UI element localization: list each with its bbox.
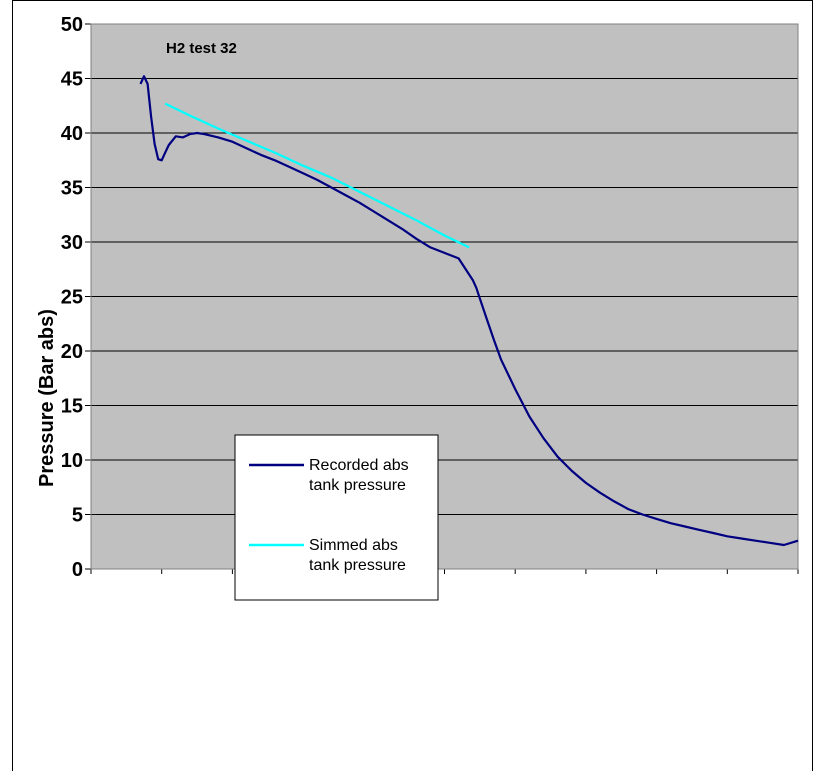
y-tick-label: 40 <box>61 123 83 145</box>
legend-label-simmed: Simmed abs tank pressure <box>309 537 406 574</box>
y-axis-ticks: 0 5 10 15 20 25 30 35 40 45 50 <box>61 14 91 581</box>
y-axis-label: Pressure (Bar abs) <box>36 309 58 487</box>
y-tick-label: 0 <box>72 559 83 581</box>
y-tick-label: 15 <box>61 396 83 418</box>
y-tick-label: 25 <box>61 287 83 309</box>
chart-title: H2 test 32 <box>166 40 237 57</box>
plot-border <box>90 23 799 570</box>
series-line-simmed <box>164 102 470 249</box>
legend-label-recorded: Recorded abs tank pressure <box>309 457 413 494</box>
legend: Recorded abs tank pressure Simmed abs ta… <box>234 434 439 601</box>
y-tick-label: 10 <box>61 450 83 472</box>
x-axis-ticks <box>90 569 799 574</box>
y-tick-label: 20 <box>61 341 83 363</box>
gridlines <box>91 78 798 515</box>
series-line-recorded <box>139 75 799 547</box>
y-tick-label: 50 <box>61 14 83 36</box>
y-tick-label: 30 <box>61 232 83 254</box>
chart-frame: 0 5 10 15 20 25 30 35 40 45 50 H2 test 32 Pressure… <box>12 0 813 771</box>
legend-box <box>234 434 439 601</box>
pressure-chart: 0 5 10 15 20 25 30 35 40 45 50 H2 test 32 Pressure… <box>36 14 799 601</box>
y-tick-label: 45 <box>61 69 83 91</box>
series-layer <box>139 75 799 547</box>
y-tick-label: 5 <box>72 505 83 527</box>
y-tick-label: 35 <box>61 178 83 200</box>
